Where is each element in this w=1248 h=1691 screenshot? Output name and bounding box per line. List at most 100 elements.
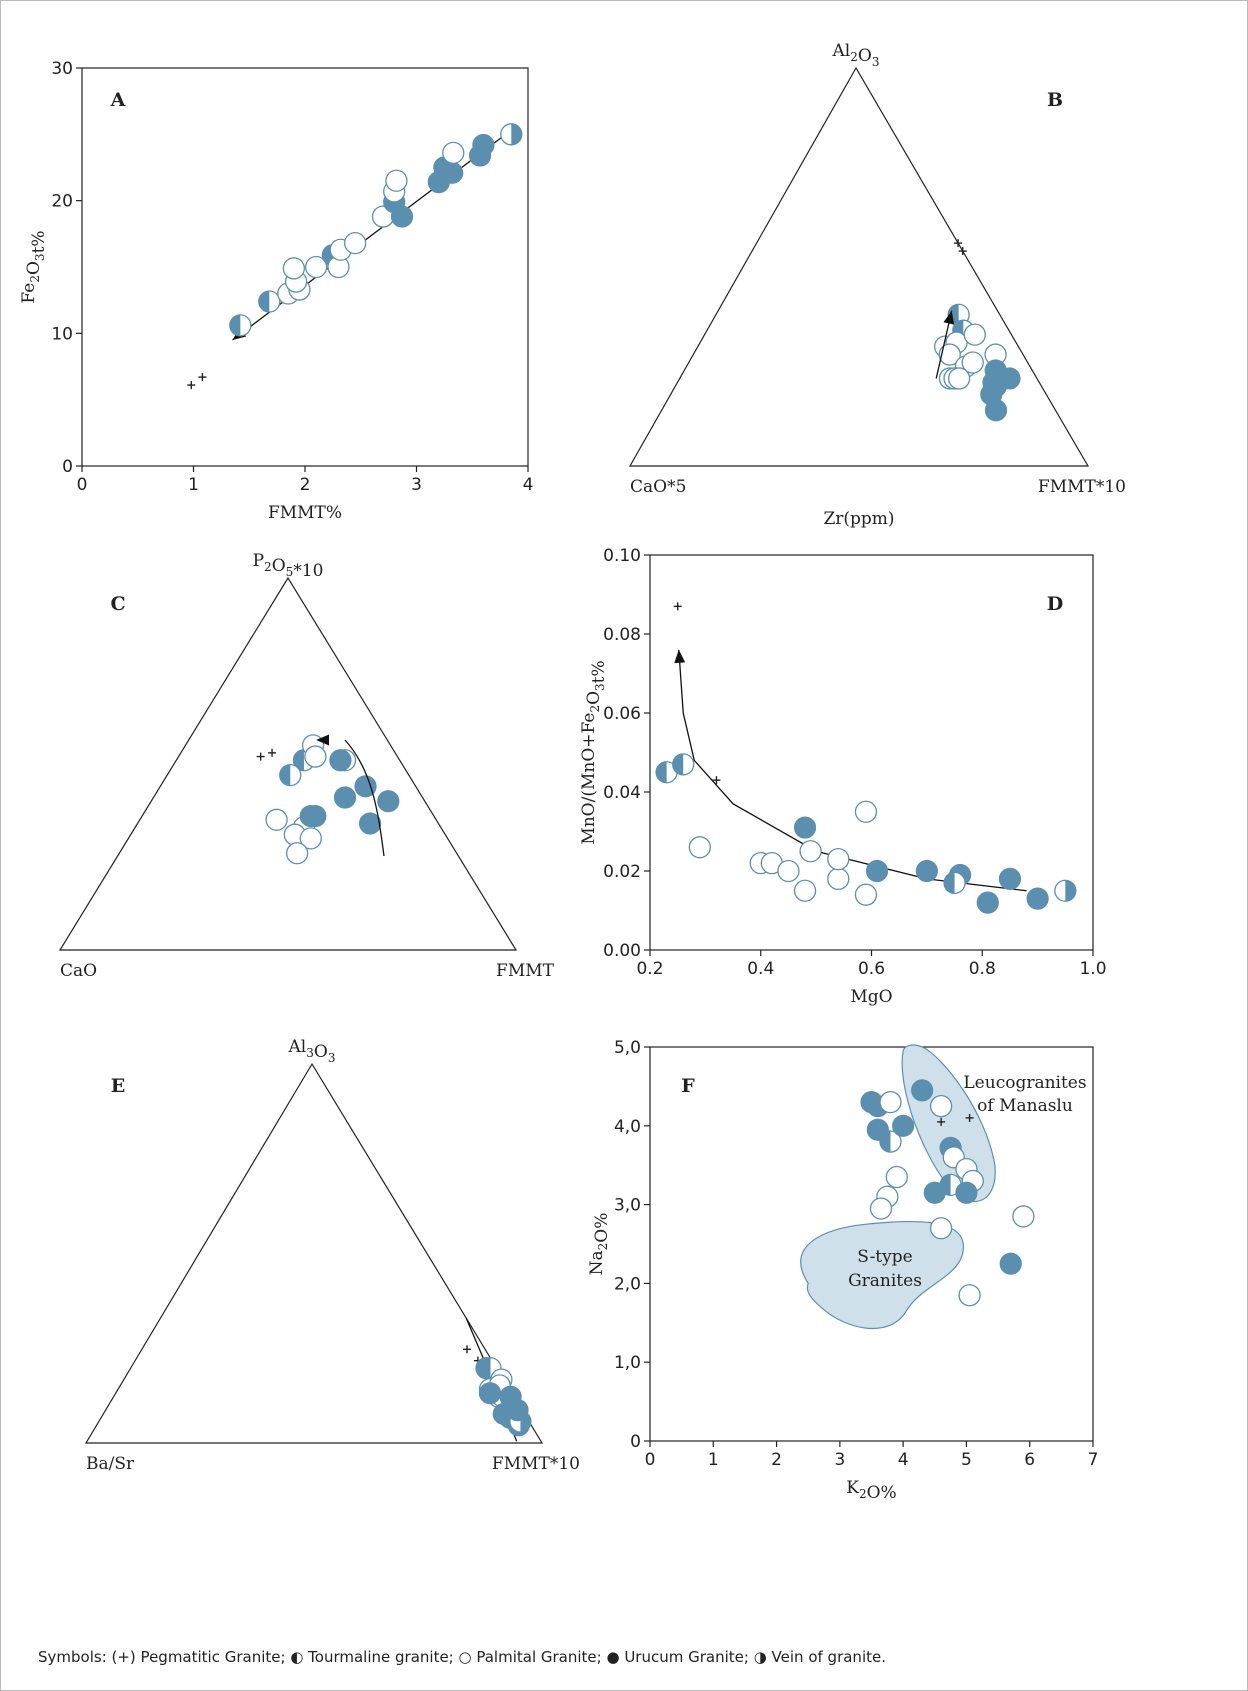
tourmaline-marker-fill xyxy=(229,314,241,336)
panel-b: Al2O3 CaO*5 FMMT*10 Zr(ppm) xyxy=(628,41,1126,529)
y-tick-label: 0.08 xyxy=(603,625,641,645)
y-tick-label: 20 xyxy=(51,192,73,212)
ternary-frame xyxy=(58,576,518,951)
palmital-marker xyxy=(827,867,850,891)
region-s-type xyxy=(800,1220,964,1330)
palmital-marker xyxy=(282,257,306,280)
y-tick-label: 0.10 xyxy=(603,546,641,566)
y-tick-label: 5,0 xyxy=(614,1038,641,1058)
palmital-marker xyxy=(963,323,986,346)
figure-caption: Symbols: (+) Pegmatitic Granite; ◐ Tourm… xyxy=(38,1648,886,1666)
panel-letter-b: B xyxy=(1047,89,1063,111)
panel-c: P2O5*10 CaO FMMT xyxy=(58,551,555,981)
y-tick-label: 30 xyxy=(51,59,73,79)
palmital-marker xyxy=(265,808,288,831)
x-axis-title: FMMT% xyxy=(268,503,342,523)
apex-label-right: FMMT*10 xyxy=(1038,477,1126,497)
palmital-marker xyxy=(304,745,327,768)
urucum-marker xyxy=(865,859,889,883)
plot-frame xyxy=(649,1046,1094,1442)
palmital-marker xyxy=(879,1091,902,1114)
palmital-marker xyxy=(299,827,322,850)
panel-d: 0.2 0.4 0.6 0.8 1.0 0.00 0.02 0.04 0.06 0.08 0.10 M… xyxy=(579,546,1107,1007)
palmital-marker xyxy=(938,343,961,366)
palmital-marker xyxy=(854,883,878,906)
y-tick-label: 0.06 xyxy=(603,704,641,724)
urucum-marker xyxy=(915,859,938,883)
urucum-marker xyxy=(1026,887,1049,910)
x-tick-label: 7 xyxy=(1088,1450,1099,1470)
tourmaline-marker-fill xyxy=(258,290,270,312)
arrow-head xyxy=(674,649,686,664)
arrow-head xyxy=(943,310,955,325)
x-tick-label: 1 xyxy=(708,1450,719,1470)
tourmaline-marker-fill xyxy=(672,753,684,775)
x-tick-label: 1.0 xyxy=(1079,959,1106,979)
y-tick-label: 0.04 xyxy=(603,783,641,803)
x-tick-label: 6 xyxy=(1024,1450,1035,1470)
palmital-marker xyxy=(344,231,367,255)
urucum-marker xyxy=(984,399,1008,422)
urucum-marker xyxy=(999,1252,1022,1275)
vein-marker-fill xyxy=(511,123,522,145)
x-tick-label: 0.6 xyxy=(858,959,885,979)
palmital-marker xyxy=(799,840,822,863)
palmital-marker xyxy=(947,367,971,390)
urucum-marker xyxy=(911,1079,934,1102)
palmital-marker xyxy=(304,255,328,279)
vein-marker-fill xyxy=(1065,880,1076,902)
palmital-marker xyxy=(285,842,309,865)
urucum-marker xyxy=(478,1382,502,1405)
urucum-marker xyxy=(892,1114,915,1137)
x-tick-label: 4 xyxy=(523,475,534,495)
palmital-marker xyxy=(688,836,711,859)
region-label: S-type xyxy=(857,1247,912,1267)
region-label: Leucogranites xyxy=(963,1073,1086,1093)
urucum-marker xyxy=(955,1181,978,1204)
palmital-marker xyxy=(869,1197,893,1220)
palmital-marker xyxy=(929,1094,953,1118)
urucum-marker xyxy=(472,133,495,157)
tourmaline-marker-fill xyxy=(879,1131,891,1153)
urucum-marker xyxy=(998,867,1022,891)
palmital-marker xyxy=(793,879,817,902)
x-axis-title: K2O% xyxy=(846,1478,896,1503)
palmital-marker xyxy=(385,169,408,192)
panel-e: Al3O3 Ba/Sr FMMT*10 xyxy=(84,1037,580,1474)
y-tick-label: 4,0 xyxy=(614,1117,641,1137)
ternary-frame xyxy=(84,1062,544,1444)
trend-curve xyxy=(344,739,385,857)
tourmaline-marker-fill xyxy=(279,764,291,786)
y-axis-title: MnO/(MnO+Fe2O3t% xyxy=(579,660,609,844)
panel-letter-a: A xyxy=(110,89,126,111)
panel-letter-d: D xyxy=(1047,593,1063,615)
urucum-marker xyxy=(377,790,400,813)
x-axis-title: MgO xyxy=(850,987,892,1007)
panel-f: 0 1 2 3 4 5 6 7 0 1,0 2,0 3,0 4,0 5,0 Leucogranites of … xyxy=(587,1038,1098,1503)
urucum-marker xyxy=(984,375,1007,398)
palmital-marker xyxy=(1012,1205,1035,1228)
x-tick-label: 2 xyxy=(771,1450,782,1470)
trend-curve xyxy=(678,649,1027,892)
palmital-marker xyxy=(958,1284,981,1307)
bottom-label: Zr(ppm) xyxy=(823,509,894,529)
x-tick-label: 3 xyxy=(411,475,422,495)
apex-label-top: Al3O3 xyxy=(288,1037,336,1065)
palmital-marker xyxy=(854,800,878,823)
urucum-marker xyxy=(506,1399,529,1422)
panel-letter-c: C xyxy=(110,593,125,615)
y-tick-label: 0 xyxy=(630,1432,641,1452)
y-tick-label: 0 xyxy=(62,457,73,477)
tourmaline-marker-fill xyxy=(656,761,667,783)
panel-a: 0 1 2 3 4 0 10 20 30 FMMT% Fe2O3t% xyxy=(19,59,533,523)
palmital-marker xyxy=(929,1217,953,1240)
ternary-frame xyxy=(628,66,1090,467)
y-tick-label: 2,0 xyxy=(614,1274,641,1294)
urucum-marker xyxy=(304,804,327,828)
urucum-marker xyxy=(976,891,999,914)
apex-label-top: Al2O3 xyxy=(832,41,880,69)
x-tick-label: 0 xyxy=(645,1450,656,1470)
x-tick-label: 0.2 xyxy=(636,959,663,979)
x-tick-label: 2 xyxy=(300,475,311,495)
